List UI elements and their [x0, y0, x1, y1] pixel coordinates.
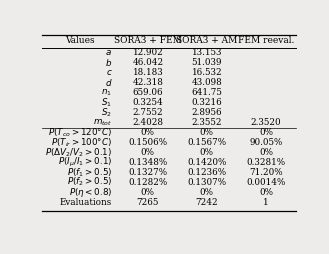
Text: SORA3 + FEM: SORA3 + FEM: [114, 36, 182, 45]
Text: 2.7552: 2.7552: [133, 108, 163, 117]
Text: 659.06: 659.06: [133, 88, 163, 97]
Text: 0.1567%: 0.1567%: [187, 138, 226, 147]
Text: 2.3520: 2.3520: [251, 118, 281, 127]
Text: 7265: 7265: [137, 198, 159, 207]
Text: Evaluations: Evaluations: [60, 198, 112, 207]
Text: 0.1282%: 0.1282%: [128, 178, 167, 187]
Text: 0%: 0%: [200, 188, 214, 197]
Text: 0%: 0%: [141, 188, 155, 197]
Text: $S_1$: $S_1$: [101, 96, 112, 109]
Text: $c$: $c$: [106, 68, 112, 77]
Text: 0%: 0%: [141, 128, 155, 137]
Text: 51.039: 51.039: [191, 58, 222, 67]
Text: 2.8956: 2.8956: [191, 108, 222, 117]
Text: 18.183: 18.183: [133, 68, 163, 77]
Text: 12.902: 12.902: [133, 48, 163, 57]
Text: 0%: 0%: [259, 128, 273, 137]
Text: 42.318: 42.318: [132, 78, 163, 87]
Text: 0.3216: 0.3216: [191, 98, 222, 107]
Text: 2.4028: 2.4028: [132, 118, 164, 127]
Text: 13.153: 13.153: [191, 48, 222, 57]
Text: $S_2$: $S_2$: [101, 106, 112, 119]
Text: 0%: 0%: [259, 188, 273, 197]
Text: 0.0014%: 0.0014%: [246, 178, 286, 187]
Text: 0%: 0%: [200, 148, 214, 157]
Text: 90.05%: 90.05%: [249, 138, 283, 147]
Text: $m_{tot}$: $m_{tot}$: [93, 117, 112, 128]
Text: $P(T_{co} > 120\degree C)$: $P(T_{co} > 120\degree C)$: [48, 126, 112, 139]
Text: Values: Values: [65, 36, 95, 45]
Text: $P(f_2 > 0.5)$: $P(f_2 > 0.5)$: [67, 176, 112, 188]
Text: 1: 1: [263, 198, 269, 207]
Text: 0.1307%: 0.1307%: [187, 178, 226, 187]
Text: 7242: 7242: [195, 198, 218, 207]
Text: $d$: $d$: [105, 77, 112, 88]
Text: $a$: $a$: [106, 48, 112, 57]
Text: $P(\Delta V_2/V_2 > 0.1)$: $P(\Delta V_2/V_2 > 0.1)$: [45, 146, 112, 158]
Text: 46.042: 46.042: [132, 58, 164, 67]
Text: 0.3281%: 0.3281%: [246, 158, 286, 167]
Text: 71.20%: 71.20%: [249, 168, 283, 177]
Text: 0.1420%: 0.1420%: [187, 158, 227, 167]
Text: 0%: 0%: [259, 148, 273, 157]
Text: 2.3552: 2.3552: [191, 118, 222, 127]
Text: 43.098: 43.098: [191, 78, 222, 87]
Text: $b$: $b$: [105, 57, 112, 68]
Text: 0.3254: 0.3254: [133, 98, 163, 107]
Text: $P(\eta < 0.8)$: $P(\eta < 0.8)$: [69, 186, 112, 199]
Text: $P(I_\mu/I_1 > 0.1)$: $P(I_\mu/I_1 > 0.1)$: [58, 156, 112, 169]
Text: 0.1327%: 0.1327%: [128, 168, 167, 177]
Text: $n_1$: $n_1$: [101, 87, 112, 98]
Text: $P(f_1 > 0.5)$: $P(f_1 > 0.5)$: [67, 166, 112, 179]
Text: 0.1348%: 0.1348%: [128, 158, 167, 167]
Text: 0%: 0%: [200, 128, 214, 137]
Text: SORA3 + AM: SORA3 + AM: [176, 36, 238, 45]
Text: $P(T_{ir} > 100\degree C)$: $P(T_{ir} > 100\degree C)$: [51, 136, 112, 149]
Text: 0.1506%: 0.1506%: [128, 138, 167, 147]
Text: 0.1236%: 0.1236%: [187, 168, 226, 177]
Text: FEM reeval.: FEM reeval.: [238, 36, 294, 45]
Text: 0%: 0%: [141, 148, 155, 157]
Text: 16.532: 16.532: [191, 68, 222, 77]
Text: 641.75: 641.75: [191, 88, 222, 97]
